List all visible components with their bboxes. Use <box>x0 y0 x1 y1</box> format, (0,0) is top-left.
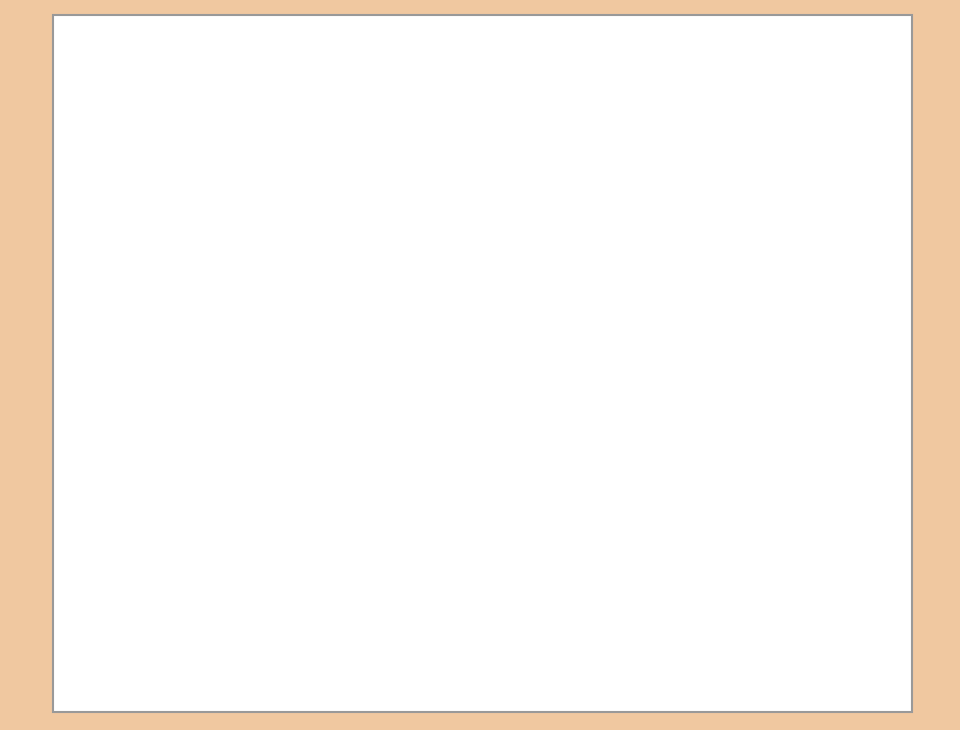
Text: eg. Inflammation: eg. Inflammation <box>161 499 292 514</box>
Text: acute blood loss: acute blood loss <box>749 308 874 323</box>
Text: infiltration: infiltration <box>475 434 554 449</box>
Text: Normositik  normokromik  anemi  araştırması: Normositik normokromik anemi araştırması <box>136 113 848 141</box>
Text: myelofibrosis: myelofibrosis <box>464 524 565 539</box>
Text: hemolysis: hemolysis <box>656 308 732 323</box>
Text: Secondary anemia: Secondary anemia <box>161 477 320 491</box>
Text: Bone marrow morphology: Bone marrow morphology <box>161 308 382 323</box>
Text: leukemia: leukemia <box>479 499 549 514</box>
Text: Abnormal: Abnormal <box>422 377 502 394</box>
Text: aplastic  anemia: aplastic anemia <box>324 499 451 514</box>
Text: Normal: Normal <box>176 377 236 394</box>
Text: Reticulocyte count: Reticulocyte count <box>391 178 534 193</box>
Text: Retic. normal / low: Retic. normal / low <box>161 243 322 258</box>
Text: metastases: metastases <box>470 550 559 564</box>
Text: Renal failure: Renal failure <box>166 550 262 564</box>
Text: dysplastic: dysplastic <box>599 434 676 449</box>
Circle shape <box>755 561 817 609</box>
Text: myelodysplasia: myelodysplasia <box>656 499 775 514</box>
Text: Hypoplastic: Hypoplastic <box>343 434 433 449</box>
Text: liver disease: liver disease <box>176 524 273 539</box>
Text: response to anemia treatment: response to anemia treatment <box>346 293 579 309</box>
Text: Retic. high: Retic. high <box>685 243 778 258</box>
Text: endocrine failure: endocrine failure <box>161 575 291 590</box>
